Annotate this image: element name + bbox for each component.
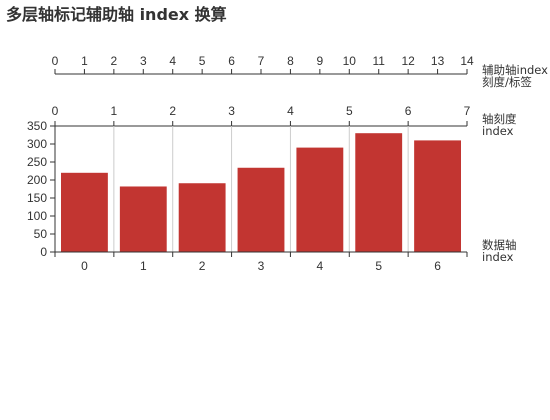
y-tick-label: 300	[27, 137, 47, 151]
x-tick-label: 2	[199, 259, 206, 273]
x-tick-label: 3	[258, 259, 265, 273]
aux-axis-tick-label: 14	[460, 54, 474, 68]
bar	[178, 183, 226, 252]
top-axis-tick-label: 5	[346, 104, 353, 118]
aux-axis-name: 辅助轴index	[482, 63, 548, 77]
top-axis-name: 轴刻度	[482, 112, 517, 126]
aux-axis-tick-label: 5	[199, 54, 206, 68]
bar	[119, 186, 167, 252]
aux-axis-tick-label: 0	[52, 54, 59, 68]
x-tick-label: 5	[375, 259, 382, 273]
aux-axis-tick-label: 9	[317, 54, 324, 68]
aux-axis-tick-label: 7	[258, 54, 265, 68]
x-tick-label: 4	[317, 259, 324, 273]
y-tick-label: 250	[27, 155, 47, 169]
top-axis-tick-label: 2	[169, 104, 176, 118]
aux-axis-tick-label: 13	[431, 54, 445, 68]
grid	[113, 126, 409, 252]
bar	[296, 147, 344, 252]
y-tick-label: 200	[27, 173, 47, 187]
bar	[61, 172, 108, 252]
y-tick-label: 350	[27, 119, 47, 133]
chart-title: 多层轴标记辅助轴 index 换算	[6, 5, 227, 24]
aux-axis-tick-label: 11	[372, 54, 385, 68]
aux-axis-tick-label: 10	[343, 54, 357, 68]
y-axis: 0 50 100 150 200 250 300 350	[27, 119, 56, 259]
bars	[61, 133, 461, 252]
aux-axis-tick-label: 6	[228, 54, 235, 68]
aux-axis-tick-label: 12	[401, 54, 415, 68]
aux-axis-tick-label: 2	[111, 54, 118, 68]
x-tick-label: 1	[140, 259, 147, 273]
top-axis-tick-label: 1	[111, 104, 118, 118]
x-axis-name: index	[482, 250, 514, 264]
x-tick-label: 0	[81, 259, 88, 273]
bar	[355, 133, 403, 252]
bar	[237, 167, 285, 252]
y-tick-label: 0	[40, 245, 47, 259]
aux-axis-tick-label: 4	[169, 54, 176, 68]
top-axis-tick-label: 6	[405, 104, 412, 118]
y-tick-label: 100	[27, 209, 47, 223]
aux-axis-tick-label: 8	[287, 54, 294, 68]
bar	[414, 140, 461, 252]
y-tick-label: 50	[34, 227, 48, 241]
top-axis-name: index	[482, 124, 514, 138]
top-axis-tick-label: 3	[228, 104, 235, 118]
y-tick-label: 150	[27, 191, 47, 205]
aux-axis-tick-label: 1	[81, 54, 88, 68]
top-axis-tick-label: 0	[52, 104, 59, 118]
x-axis-name: 数据轴	[482, 238, 517, 252]
top-axis-tick-label: 4	[287, 104, 294, 118]
x-tick-label: 6	[434, 259, 441, 273]
aux-axis-tick-label: 3	[140, 54, 147, 68]
aux-axis-name: 刻度/标签	[482, 75, 532, 89]
top-axis-tick-label: 7	[464, 104, 471, 118]
